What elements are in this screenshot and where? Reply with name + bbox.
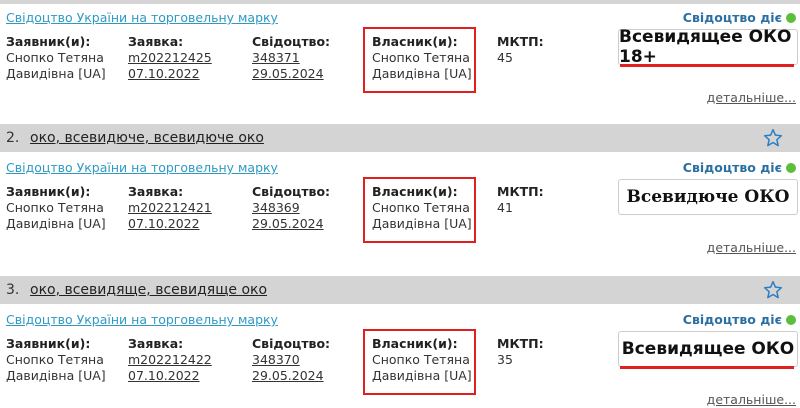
owner-label: Власник(и): xyxy=(372,34,458,49)
certificate-value[interactable]: 348369 xyxy=(252,200,300,215)
applicant-value: Давидівна [UA] xyxy=(6,216,106,231)
mktp-value: 41 xyxy=(497,200,513,215)
result-number: 3. xyxy=(6,282,20,298)
applicant-value: Снопко Тетяна xyxy=(6,352,104,367)
details-link[interactable]: детальніше... xyxy=(706,90,796,105)
certificate-type[interactable]: Свідоцтво України на торговельну марку xyxy=(6,312,278,327)
trademark-image: Всевидюче ОКО xyxy=(618,179,798,215)
certificate-value[interactable]: 348371 xyxy=(252,50,300,65)
applicant-label: Заявник(и): xyxy=(6,34,91,49)
certificate-label: Свідоцтво: xyxy=(252,184,331,199)
application-label: Заявка: xyxy=(128,336,184,351)
result-number: 2. xyxy=(6,130,20,146)
certificate-label: Свідоцтво: xyxy=(252,336,331,351)
details-link[interactable]: детальніше... xyxy=(706,392,796,407)
certificate-value[interactable]: 29.05.2024 xyxy=(252,216,324,231)
status-dot xyxy=(786,315,796,325)
result-title[interactable]: око, всевидюче, всевидюче око xyxy=(30,130,264,146)
result-header xyxy=(0,124,800,152)
status: Свідоцтво діє xyxy=(682,10,782,25)
mktp-value: 45 xyxy=(497,50,513,65)
red-underline xyxy=(620,366,794,369)
mktp-label: МКТП: xyxy=(497,34,544,49)
trademark-image: Всевидящее ОКО xyxy=(618,331,798,367)
favorite-star[interactable] xyxy=(763,280,783,304)
application-value[interactable]: m202212425 xyxy=(128,50,212,65)
highlight-box xyxy=(363,27,476,93)
application-value[interactable]: m202212422 xyxy=(128,352,212,367)
highlight-box xyxy=(363,329,476,395)
application-value[interactable]: 07.10.2022 xyxy=(128,66,200,81)
certificate-value[interactable]: 29.05.2024 xyxy=(252,368,324,383)
header-bar xyxy=(0,0,800,4)
owner-label: Власник(и): xyxy=(372,184,458,199)
application-label: Заявка: xyxy=(128,34,184,49)
owner-value: Давидівна [UA] xyxy=(372,66,472,81)
owner-value: Снопко Тетяна xyxy=(372,50,470,65)
red-underline xyxy=(620,64,794,67)
applicant-value: Снопко Тетяна xyxy=(6,200,104,215)
certificate-type[interactable]: Свідоцтво України на торговельну марку xyxy=(6,10,278,25)
owner-value: Снопко Тетяна xyxy=(372,200,470,215)
status-dot xyxy=(786,163,796,173)
status: Свідоцтво діє xyxy=(682,312,782,327)
application-value[interactable]: m202212421 xyxy=(128,200,212,215)
applicant-label: Заявник(и): xyxy=(6,184,91,199)
certificate-value[interactable]: 348370 xyxy=(252,352,300,367)
applicant-value: Давидівна [UA] xyxy=(6,368,106,383)
trademark-image: Всевидящее ОКО 18+ xyxy=(618,27,798,67)
favorite-star[interactable] xyxy=(763,128,783,152)
status-dot xyxy=(786,13,796,23)
owner-value: Снопко Тетяна xyxy=(372,352,470,367)
mktp-label: МКТП: xyxy=(497,184,544,199)
owner-label: Власник(и): xyxy=(372,336,458,351)
result-header xyxy=(0,276,800,304)
applicant-label: Заявник(и): xyxy=(6,336,91,351)
highlight-box xyxy=(363,177,476,243)
application-value[interactable]: 07.10.2022 xyxy=(128,216,200,231)
owner-value: Давидівна [UA] xyxy=(372,368,472,383)
status: Свідоцтво діє xyxy=(682,160,782,175)
owner-value: Давидівна [UA] xyxy=(372,216,472,231)
application-label: Заявка: xyxy=(128,184,184,199)
applicant-value: Давидівна [UA] xyxy=(6,66,106,81)
certificate-type[interactable]: Свідоцтво України на торговельну марку xyxy=(6,160,278,175)
certificate-value[interactable]: 29.05.2024 xyxy=(252,66,324,81)
certificate-label: Свідоцтво: xyxy=(252,34,331,49)
details-link[interactable]: детальніше... xyxy=(706,240,796,255)
mktp-value: 35 xyxy=(497,352,513,367)
mktp-label: МКТП: xyxy=(497,336,544,351)
applicant-value: Снопко Тетяна xyxy=(6,50,104,65)
application-value[interactable]: 07.10.2022 xyxy=(128,368,200,383)
result-title[interactable]: око, всевидяще, всевидяще око xyxy=(30,282,268,298)
